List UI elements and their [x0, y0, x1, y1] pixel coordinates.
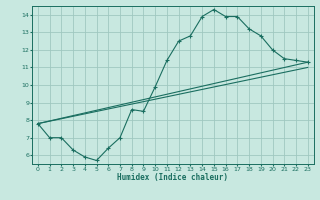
X-axis label: Humidex (Indice chaleur): Humidex (Indice chaleur) — [117, 173, 228, 182]
